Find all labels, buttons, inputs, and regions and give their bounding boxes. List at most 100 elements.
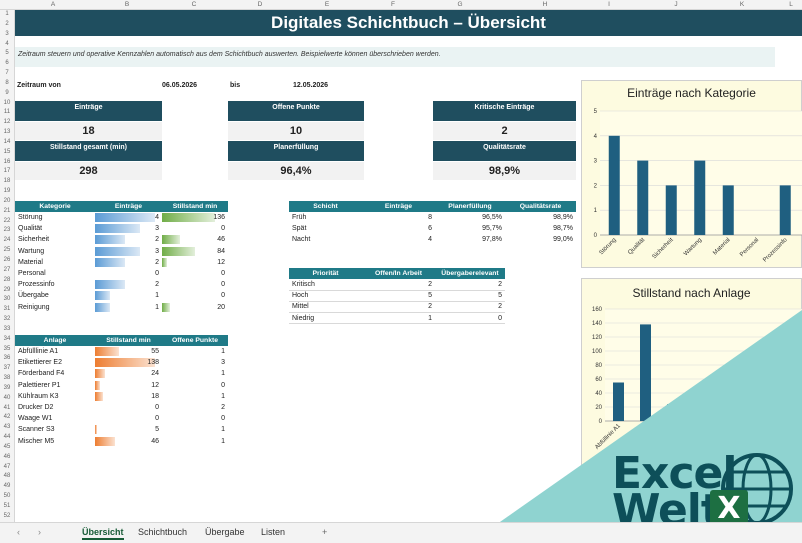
plant-name[interactable]: Abfülllinie A1	[18, 348, 59, 356]
priority-row[interactable]: Hoch 5 5	[289, 290, 505, 302]
row-header-13[interactable]: 13	[3, 129, 11, 136]
row-header-7[interactable]: 7	[5, 70, 9, 77]
bar[interactable]	[608, 135, 620, 235]
shift-cell[interactable]: 96,5%	[482, 214, 502, 222]
row-header-28[interactable]: 28	[3, 276, 11, 283]
category-name[interactable]: Wartung	[18, 247, 45, 255]
column-header-b[interactable]: B	[124, 1, 130, 8]
tab-schichtbuch[interactable]: Schichtbuch	[138, 527, 188, 537]
row-header-50[interactable]: 50	[3, 493, 11, 500]
row-header-bar[interactable]: 1 2 3 4 5 6 7 8 9 10 11 12 13 14 15 16 17 18 19 20 21 22 23 24 2…	[0, 10, 15, 522]
shift-cell[interactable]: 99,0%	[553, 236, 573, 244]
category-stop[interactable]: 0	[162, 268, 228, 279]
priority-row[interactable]: Kritisch 2 2	[289, 279, 505, 291]
shift-cell[interactable]: 98,7%	[553, 225, 573, 233]
plant-stop[interactable]: 12	[95, 380, 162, 391]
row-header-52[interactable]: 52	[3, 512, 11, 519]
shift-header-shift[interactable]: Schicht	[289, 201, 362, 212]
row-header-49[interactable]: 49	[3, 483, 11, 490]
row-header-11[interactable]: 11	[3, 109, 11, 116]
category-name[interactable]: Reinigung	[18, 303, 50, 311]
shift-header-plan[interactable]: Planerfüllung	[435, 201, 505, 212]
row-header-10[interactable]: 10	[3, 99, 11, 106]
shift-header-quality[interactable]: Qualitätsrate	[505, 201, 576, 212]
shift-header-entries[interactable]: Einträge	[362, 201, 435, 212]
row-header-25[interactable]: 25	[3, 247, 11, 254]
plant-stop[interactable]: 5	[95, 424, 162, 435]
row-header-2[interactable]: 2	[5, 20, 9, 27]
row-header-9[interactable]: 9	[5, 89, 9, 96]
plant-open[interactable]: 1	[221, 370, 225, 378]
plant-row[interactable]: Etikettierer E2 138 3	[15, 357, 228, 368]
priority-cell[interactable]: 1	[362, 312, 435, 325]
plant-row[interactable]: Mischer M5 46 1	[15, 436, 228, 447]
priority-header-priority[interactable]: Priorität	[289, 268, 362, 279]
priority-row[interactable]: Niedrig 1 0	[289, 312, 505, 325]
priority-cell[interactable]: 2	[362, 301, 435, 314]
category-stop[interactable]: 12	[162, 257, 228, 268]
row-header-24[interactable]: 24	[3, 237, 11, 244]
plant-row[interactable]: Abfülllinie A1 55 1	[15, 346, 228, 357]
row-header-46[interactable]: 46	[3, 453, 11, 460]
kpi-plan-value[interactable]: 96,4%	[228, 162, 364, 180]
plant-stop[interactable]: 0	[95, 413, 162, 424]
plant-stop[interactable]: 46	[95, 436, 162, 447]
priority-cell[interactable]: 2	[435, 301, 505, 314]
plant-header-stop[interactable]: Stillstand min	[95, 335, 162, 346]
priority-cell[interactable]: Niedrig	[289, 312, 362, 325]
column-header-d[interactable]: D	[257, 1, 263, 8]
priority-cell[interactable]: 2	[362, 279, 435, 291]
category-row[interactable]: Störung 4 136	[15, 212, 228, 223]
column-header-f[interactable]: F	[391, 1, 395, 8]
category-row[interactable]: Qualität 3 0	[15, 223, 228, 234]
category-header-name[interactable]: Kategorie	[15, 201, 95, 212]
category-row[interactable]: Wartung 3 84	[15, 246, 228, 257]
row-header-45[interactable]: 45	[3, 443, 11, 450]
row-header-27[interactable]: 27	[3, 266, 11, 273]
row-header-48[interactable]: 48	[3, 473, 11, 480]
shift-cell[interactable]: Früh	[292, 214, 307, 222]
shift-cell[interactable]: 4	[428, 236, 432, 244]
row-header-30[interactable]: 30	[3, 296, 11, 303]
column-header-h[interactable]: H	[542, 1, 548, 8]
plant-open[interactable]: 0	[221, 381, 225, 389]
category-stop[interactable]: 0	[162, 223, 228, 234]
row-header-19[interactable]: 19	[3, 188, 11, 195]
bar[interactable]	[640, 324, 651, 421]
priority-header-open[interactable]: Offen/In Arbeit	[362, 268, 435, 279]
category-name[interactable]: Sicherheit	[18, 236, 50, 244]
chart-entries-by-category[interactable]: Einträge nach Kategorie 0 1 2 3 4 5 Störung Qua…	[581, 80, 802, 268]
plant-header-open[interactable]: Offene Punkte	[162, 335, 228, 346]
column-header-g[interactable]: G	[457, 1, 463, 8]
category-entries[interactable]: 1	[95, 302, 162, 313]
column-header-c[interactable]: C	[191, 1, 197, 8]
column-header-k[interactable]: K	[739, 1, 745, 8]
row-header-3[interactable]: 3	[5, 30, 9, 37]
row-header-21[interactable]: 21	[3, 207, 11, 214]
category-name[interactable]: Personal	[18, 270, 46, 278]
row-header-23[interactable]: 23	[3, 227, 11, 234]
row-header-33[interactable]: 33	[3, 325, 11, 332]
category-entries[interactable]: 2	[95, 257, 162, 268]
shift-cell[interactable]: Spät	[292, 225, 307, 233]
category-row[interactable]: Material 2 12	[15, 257, 228, 268]
shift-cell[interactable]: Nacht	[292, 236, 311, 244]
row-header-18[interactable]: 18	[3, 178, 11, 185]
row-header-34[interactable]: 34	[3, 335, 11, 342]
plant-open[interactable]: 3	[221, 359, 225, 367]
shift-row[interactable]: Spät 6 95,7% 98,7%	[289, 223, 576, 234]
category-name[interactable]: Übergabe	[18, 292, 49, 300]
category-header-stop[interactable]: Stillstand min	[162, 201, 228, 212]
kpi-quality-value[interactable]: 98,9%	[433, 162, 576, 180]
period-to-cell[interactable]: 12.05.2026	[293, 82, 329, 89]
plant-name[interactable]: Scanner S3	[18, 426, 55, 434]
shift-row[interactable]: Nacht 4 97,8% 99,0%	[289, 234, 576, 245]
category-entries[interactable]: 4	[95, 212, 162, 223]
plant-open[interactable]: 1	[221, 392, 225, 400]
priority-cell[interactable]: 5	[435, 290, 505, 302]
scroll-right-icon[interactable]: ›	[38, 527, 41, 537]
plant-stop[interactable]: 55	[95, 346, 162, 357]
row-header-8[interactable]: 8	[5, 79, 9, 86]
category-stop[interactable]: 84	[162, 246, 228, 257]
category-entries[interactable]: 3	[95, 246, 162, 257]
